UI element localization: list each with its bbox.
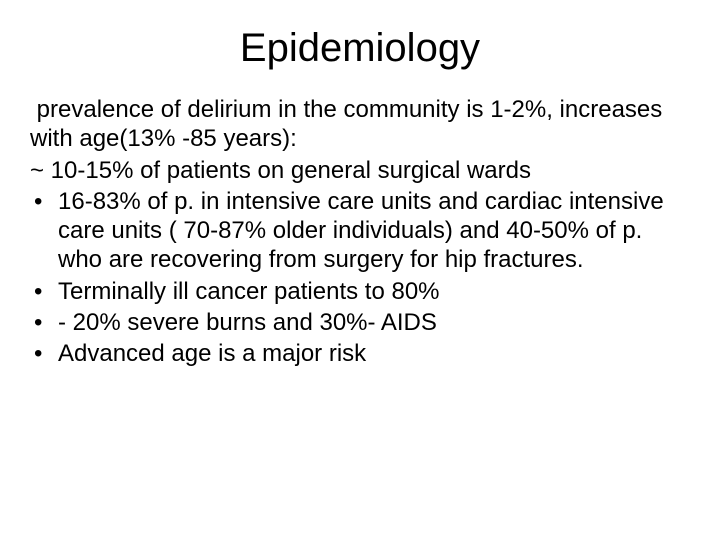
lead-paragraph: prevalence of delirium in the community … bbox=[30, 95, 690, 154]
bullet-list: 16-83% of p. in intensive care units and… bbox=[30, 187, 690, 369]
tilde-line: ~ 10-15% of patients on general surgical… bbox=[30, 156, 690, 185]
list-item-text: Advanced age is a major risk bbox=[58, 340, 366, 367]
list-item: - 20% severe burns and 30%- AIDS bbox=[30, 308, 690, 337]
list-item-text: Terminally ill cancer patients to 80% bbox=[58, 278, 440, 305]
slide-title: Epidemiology bbox=[30, 26, 690, 71]
list-item: Advanced age is a major risk bbox=[30, 339, 690, 368]
list-item-text: 16-83% of p. in intensive care units and… bbox=[58, 188, 664, 274]
slide: Epidemiology prevalence of delirium in t… bbox=[0, 0, 720, 540]
slide-body: prevalence of delirium in the community … bbox=[30, 95, 690, 368]
list-item-text: - 20% severe burns and 30%- AIDS bbox=[58, 309, 437, 336]
list-item: Terminally ill cancer patients to 80% bbox=[30, 277, 690, 306]
list-item: 16-83% of p. in intensive care units and… bbox=[30, 187, 690, 275]
